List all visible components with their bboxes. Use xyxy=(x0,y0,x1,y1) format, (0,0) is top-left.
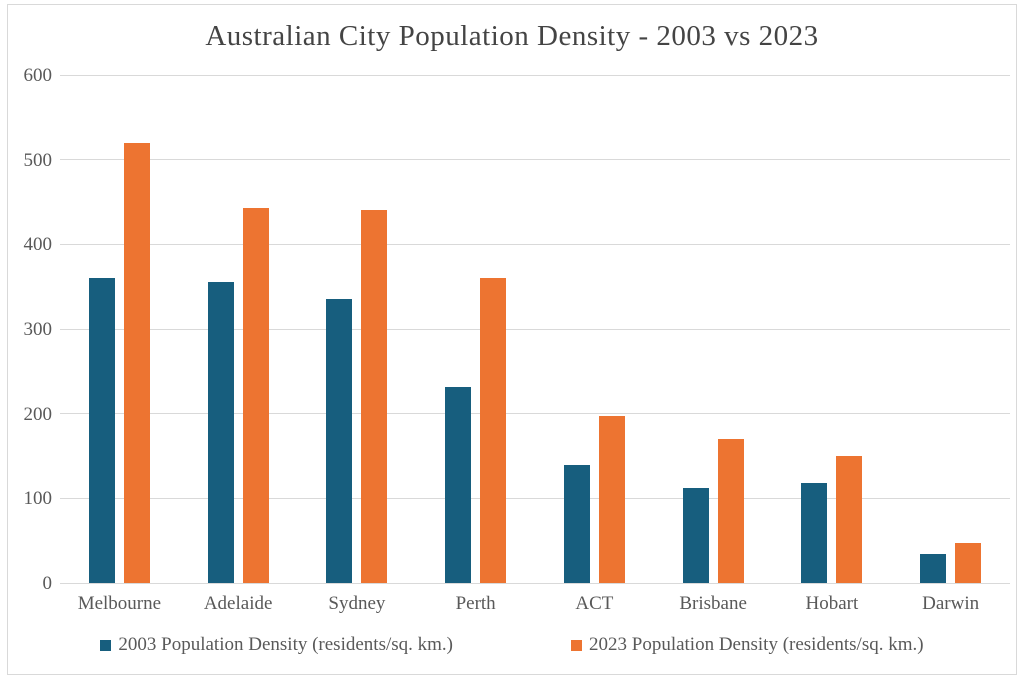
x-axis-category-label-adelaide: Adelaide xyxy=(203,593,273,614)
bar-2003-hobart xyxy=(801,483,828,583)
gridline-0 xyxy=(60,582,1010,584)
bar-2003-brisbane xyxy=(682,488,709,583)
x-axis-category-label-hobart: Hobart xyxy=(805,593,859,614)
y-axis-tick-label-0: 0 xyxy=(42,573,53,594)
legend-label-2003: 2003 Population Density (residents/sq. k… xyxy=(118,634,453,655)
legend-swatch-2023-icon xyxy=(571,639,582,651)
x-axis-category-label-darwin: Darwin xyxy=(922,593,980,614)
bar-2023-act xyxy=(598,416,625,583)
y-axis-tick-label-100: 100 xyxy=(23,488,53,510)
plot-area xyxy=(60,74,1010,584)
y-axis-tick-label-500: 500 xyxy=(23,149,53,171)
bar-2023-perth xyxy=(480,278,507,583)
legend-item-2003: 2003 Population Density (residents/sq. k… xyxy=(100,634,453,656)
bar-2023-hobart xyxy=(836,456,863,583)
gridline-200 xyxy=(60,413,1010,415)
x-axis-category-label-brisbane: Brisbane xyxy=(679,593,747,614)
chart-title: Australian City Population Density - 200… xyxy=(205,20,819,52)
legend-item-2023: 2023 Population Density (residents/sq. k… xyxy=(571,634,924,656)
gridline-400 xyxy=(60,243,1010,245)
legend-swatch-2003-icon xyxy=(100,639,112,651)
x-axis-category-label-act: ACT xyxy=(575,593,614,614)
legend: 2003 Population Density (residents/sq. k… xyxy=(0,634,1024,656)
bar-2003-melbourne xyxy=(88,278,115,583)
bar-2023-darwin xyxy=(955,543,982,583)
y-axis-tick-label-600: 600 xyxy=(23,65,53,86)
legend-label-2023: 2023 Population Density (residents/sq. k… xyxy=(589,634,924,655)
x-axis-category-label-melbourne: Melbourne xyxy=(77,593,162,614)
y-axis-tick-label-200: 200 xyxy=(23,403,53,425)
gridline-300 xyxy=(60,328,1010,330)
bar-2023-melbourne xyxy=(123,142,150,583)
bar-2003-perth xyxy=(445,386,472,583)
y-axis-tick-label-400: 400 xyxy=(23,234,53,256)
gridline-500 xyxy=(60,159,1010,161)
y-axis-tick-label-300: 300 xyxy=(23,319,53,340)
bar-2023-sydney xyxy=(361,210,388,583)
bar-2003-sydney xyxy=(326,299,353,583)
bar-2003-darwin xyxy=(920,554,947,583)
gridline-100 xyxy=(60,497,1010,499)
gridline-600 xyxy=(60,74,1010,76)
bar-2003-adelaide xyxy=(207,281,234,583)
bar-2023-brisbane xyxy=(717,439,744,583)
x-axis-category-label-perth: Perth xyxy=(455,593,496,614)
bar-2023-adelaide xyxy=(242,207,269,583)
bar-2003-act xyxy=(563,465,590,583)
x-axis-category-label-sydney: Sydney xyxy=(328,593,386,614)
